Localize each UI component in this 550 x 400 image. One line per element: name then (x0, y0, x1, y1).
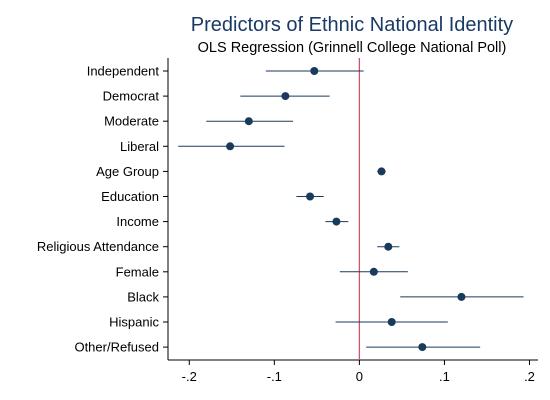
coefficient-point (226, 142, 235, 151)
y-tick-label: Moderate (104, 114, 159, 129)
coefficient-point (244, 117, 253, 126)
x-tick-label: .2 (524, 369, 535, 384)
coefficient-point (306, 192, 315, 201)
coefficient-point (281, 92, 290, 101)
coefficient-point (387, 318, 396, 326)
coefficient-point (418, 343, 427, 352)
y-tick-label: Female (116, 264, 159, 279)
y-tick-label: Income (116, 214, 159, 229)
x-tick-label: -.2 (182, 369, 197, 384)
y-tick-label: Education (101, 189, 159, 204)
coefficient-point (332, 217, 341, 226)
y-tick-label: Other/Refused (74, 340, 159, 355)
x-tick-label: .1 (439, 369, 450, 384)
coefficient-point (377, 167, 386, 176)
y-tick-label: Religious Attendance (37, 239, 159, 254)
chart-subtitle: OLS Regression (Grinnell College Nationa… (198, 40, 507, 56)
coefficient-point (384, 242, 393, 251)
y-tick-label: Independent (87, 64, 160, 79)
coefficient-point (457, 292, 466, 301)
x-tick-label: 0 (356, 369, 363, 384)
x-tick-label: -.1 (267, 369, 282, 384)
y-tick-label: Liberal (120, 139, 159, 154)
y-tick-label: Black (127, 289, 159, 304)
y-tick-label: Democrat (103, 89, 160, 104)
coefficient-point (369, 267, 378, 276)
y-tick-label: Hispanic (109, 315, 159, 330)
plot-area: -.2 -.1 0 .1 .2 Independent Democrat Moderate Li… (37, 58, 538, 384)
coefficient-point (310, 67, 319, 75)
chart-title: Predictors of Ethnic National Identity (191, 14, 513, 36)
y-tick-label: Age Group (96, 164, 159, 179)
